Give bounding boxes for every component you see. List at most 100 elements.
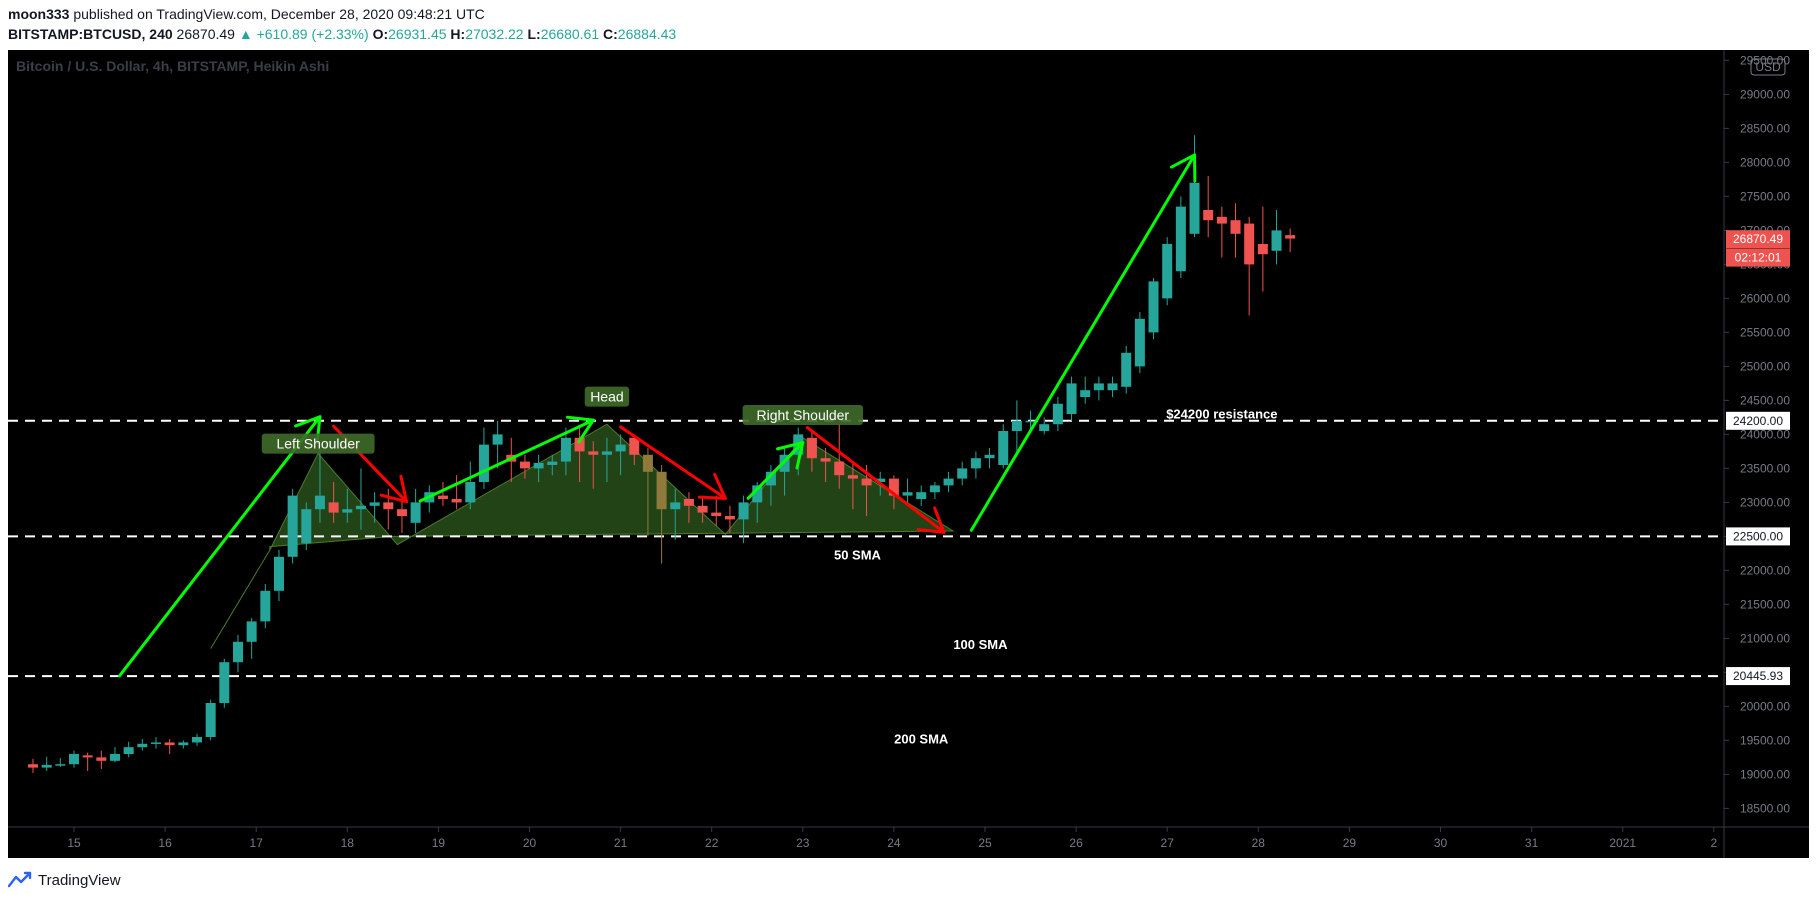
candle[interactable] [355,468,366,530]
candle[interactable] [451,475,462,510]
candle[interactable] [1093,376,1104,401]
red-arrow-2[interactable] [619,425,727,500]
y-tick-label[interactable]: 23000.00 [1740,495,1790,509]
candle[interactable] [150,737,161,749]
candle[interactable] [219,658,230,708]
x-tick-label[interactable]: 23 [796,836,810,850]
x-axis-ticks[interactable]: 15 16 17 18 19 20 21 22 23 24 25 26 27 28 29 30 31 2021 2 [67,827,1717,850]
candle[interactable] [260,584,271,629]
candle[interactable] [615,434,626,476]
candle[interactable] [847,461,858,510]
candle[interactable] [711,495,722,527]
candle[interactable] [1080,376,1091,404]
candle[interactable] [1107,376,1118,397]
symbol-label[interactable]: BITSTAMP:BTCUSD, 240 [8,26,173,42]
y-tick-label[interactable]: 19000.00 [1740,767,1790,781]
candle[interactable] [1121,346,1132,394]
price-chart[interactable]: Left Shoulder Head Right Shoulder $24200 re… [8,50,1809,858]
candle[interactable] [437,482,448,506]
candle[interactable] [1011,400,1022,455]
candle[interactable] [164,739,175,754]
green-arrow-3[interactable] [746,441,805,500]
candle[interactable] [1216,206,1227,258]
y-tick-label[interactable]: 27500.00 [1740,189,1790,203]
candle[interactable] [724,505,735,533]
candle[interactable] [301,502,312,550]
candle[interactable] [984,448,995,469]
candle[interactable] [1025,410,1036,431]
candle[interactable] [697,495,708,523]
x-tick-label[interactable]: 19 [432,836,446,850]
candle[interactable] [205,699,216,741]
x-tick-label[interactable]: 26 [1069,836,1083,850]
candle[interactable] [410,488,421,533]
x-tick-label[interactable]: 28 [1252,836,1266,850]
candle[interactable] [1244,216,1255,316]
x-tick-label[interactable]: 29 [1343,836,1357,850]
candle[interactable] [314,448,325,523]
x-tick-label[interactable]: 22 [705,836,719,850]
candle[interactable] [55,758,66,767]
y-tick-label[interactable]: 18500.00 [1740,801,1790,815]
y-tick-label[interactable]: 29500.00 [1740,53,1790,67]
green-arrow-4[interactable] [969,153,1197,532]
candle[interactable] [178,740,189,749]
candle[interactable] [1189,135,1200,238]
candle[interactable] [533,454,544,482]
candle[interactable] [1039,417,1050,435]
plot-area[interactable]: Left Shoulder Head Right Shoulder $24200 re… [8,135,1724,774]
candle[interactable] [642,448,653,537]
candle[interactable] [943,471,954,493]
candle[interactable] [137,739,148,751]
candle[interactable] [902,478,913,506]
x-tick-label[interactable]: 27 [1161,836,1175,850]
red-arrow-3[interactable] [805,426,946,534]
annotation-50-sma[interactable]: 50 SMA [834,547,882,562]
candle[interactable] [738,495,749,544]
y-tick-label[interactable]: 19500.00 [1740,733,1790,747]
footer-brand[interactable]: TradingView [38,871,121,889]
candle[interactable] [547,454,558,476]
candle[interactable] [1134,312,1145,374]
candle[interactable] [957,461,968,486]
candle[interactable] [1175,196,1186,278]
candle[interactable] [806,431,817,472]
candle[interactable] [96,750,107,769]
y-tick-label[interactable]: 21500.00 [1740,597,1790,611]
candle[interactable] [656,465,667,564]
candle[interactable] [41,756,52,771]
author-name[interactable]: moon333 [8,6,70,22]
x-tick-label[interactable]: 2021 [1609,836,1636,850]
candle[interactable] [246,618,257,659]
y-tick-label[interactable]: 20000.00 [1740,699,1790,713]
candle[interactable] [123,741,134,758]
x-tick-label[interactable]: 31 [1525,836,1539,850]
candle[interactable] [287,488,298,564]
candle[interactable] [670,488,681,540]
candle[interactable] [683,492,694,523]
candle[interactable] [492,420,503,469]
candle[interactable] [1148,278,1159,340]
y-tick-label[interactable]: 23500.00 [1740,461,1790,475]
candle[interactable] [574,427,585,482]
candle[interactable] [369,492,380,523]
candle[interactable] [396,499,407,533]
candle[interactable] [328,482,339,523]
annotation-head[interactable]: Head [584,386,630,407]
y-tick-label[interactable]: 24000.00 [1740,427,1790,441]
candle[interactable] [232,635,243,673]
candle[interactable] [970,451,981,479]
candle[interactable] [109,747,120,763]
candle[interactable] [916,485,927,506]
x-tick-label[interactable]: 21 [614,836,628,850]
y-tick-label[interactable]: 24500.00 [1740,393,1790,407]
candle[interactable] [820,448,831,482]
candle[interactable] [765,465,776,506]
candle[interactable] [998,424,1009,469]
candle[interactable] [601,437,612,482]
annotation-100-sma[interactable]: 100 SMA [953,637,1008,652]
candle[interactable] [342,488,353,523]
candle[interactable] [1230,203,1241,258]
candle[interactable] [28,758,39,774]
x-tick-label[interactable]: 17 [250,836,264,850]
